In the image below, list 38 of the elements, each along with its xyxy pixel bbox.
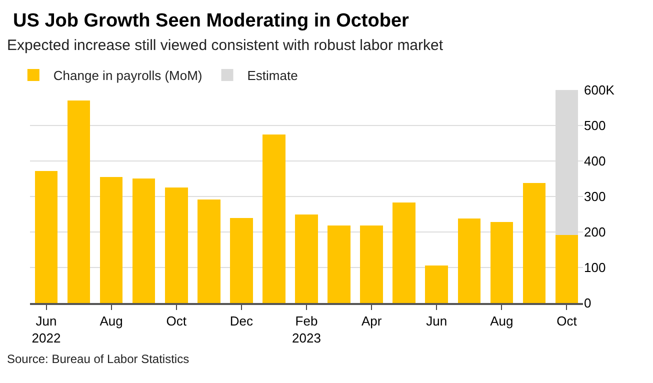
bar <box>34 170 58 303</box>
bar <box>490 222 514 303</box>
y-tick-label: 600K <box>584 82 615 98</box>
y-tick-label: 300 <box>584 189 606 204</box>
chart-subtitle: Expected increase still viewed consistent with robust labor market <box>7 37 444 54</box>
bar <box>522 183 546 303</box>
y-tick-label: 0 <box>584 296 592 311</box>
bar <box>198 200 220 303</box>
bar <box>295 214 318 303</box>
bar <box>230 218 253 303</box>
x-tick-label: Aug <box>100 314 123 329</box>
x-tick-label: Jun 2022 <box>32 314 61 346</box>
bar <box>458 218 481 303</box>
legend-label: Change in payrolls (MoM) <box>53 68 202 84</box>
source-note: Source: Bureau of Labor Statistics <box>7 352 190 366</box>
legend-label: Estimate <box>247 68 298 84</box>
bar <box>100 176 123 303</box>
bar <box>67 100 90 303</box>
y-tick-label: 100 <box>584 260 606 276</box>
bar <box>425 265 448 303</box>
y-tick-label: 200 <box>584 224 606 240</box>
bar <box>132 178 156 303</box>
bar <box>262 134 286 303</box>
x-tick-label: Jun <box>426 314 448 329</box>
y-tick-label: 500 <box>584 118 606 134</box>
x-tick-label: Oct <box>166 314 187 329</box>
bar <box>360 226 383 303</box>
bar <box>555 235 578 303</box>
bar <box>328 226 350 303</box>
x-tick-label: Dec <box>230 314 254 329</box>
x-tick-label: Feb 2023 <box>292 314 321 346</box>
chart-title: US Job Growth Seen Moderating in October <box>13 10 410 32</box>
x-tick-label: Aug <box>490 314 514 329</box>
x-tick-label: Apr <box>361 314 382 329</box>
bar <box>392 202 416 303</box>
bar <box>165 188 188 303</box>
y-tick-label: 400 <box>584 154 606 169</box>
x-tick-label: Oct <box>556 314 578 329</box>
